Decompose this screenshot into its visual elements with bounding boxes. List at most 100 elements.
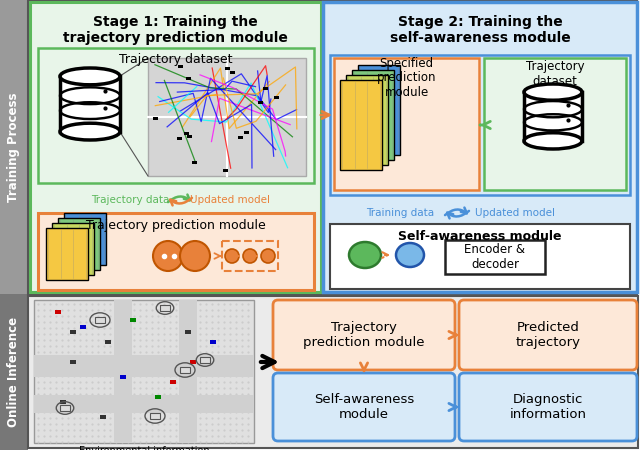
Text: Trajectory
prediction module: Trajectory prediction module xyxy=(303,321,425,349)
Bar xyxy=(154,117,159,120)
Bar xyxy=(352,70,394,160)
Circle shape xyxy=(225,249,239,263)
Bar xyxy=(263,87,268,90)
Bar xyxy=(30,2,321,292)
Text: Stage 2: Training the
self-awareness module: Stage 2: Training the self-awareness mod… xyxy=(390,15,570,45)
Text: Predicted
trajectory: Predicted trajectory xyxy=(515,321,580,349)
FancyBboxPatch shape xyxy=(273,300,455,370)
Text: Diagnostic
information: Diagnostic information xyxy=(509,393,586,421)
Bar xyxy=(170,380,176,384)
Text: Self-awareness
module: Self-awareness module xyxy=(314,393,414,421)
Bar xyxy=(184,132,189,135)
Bar xyxy=(52,223,94,275)
Text: Specified
prediction
module: Specified prediction module xyxy=(377,57,436,99)
Bar xyxy=(28,1,637,294)
Bar xyxy=(100,415,106,419)
Bar xyxy=(120,375,126,379)
Bar xyxy=(484,58,626,190)
Bar xyxy=(70,360,76,364)
Circle shape xyxy=(243,249,257,263)
Text: Trajectory
dataset: Trajectory dataset xyxy=(525,60,584,88)
Bar xyxy=(200,357,210,363)
Bar xyxy=(60,76,120,131)
Bar xyxy=(105,340,111,344)
Text: Trajectory data: Trajectory data xyxy=(91,195,169,205)
Text: Training data: Training data xyxy=(366,208,434,218)
Text: Training Process: Training Process xyxy=(8,92,20,202)
Bar xyxy=(225,67,230,70)
Text: Stage 1: Training the
trajectory prediction module: Stage 1: Training the trajectory predict… xyxy=(63,15,288,45)
Bar xyxy=(192,161,197,164)
Ellipse shape xyxy=(60,123,120,140)
Text: Trajectory dataset: Trajectory dataset xyxy=(119,54,233,67)
Bar xyxy=(55,310,61,314)
Bar xyxy=(179,66,184,68)
Bar xyxy=(238,135,243,139)
Bar xyxy=(34,395,254,413)
Bar xyxy=(0,294,28,450)
Bar xyxy=(346,75,388,165)
Bar xyxy=(210,340,216,344)
Bar xyxy=(160,305,170,311)
Bar xyxy=(187,135,191,138)
Bar xyxy=(58,218,100,270)
FancyBboxPatch shape xyxy=(459,300,637,370)
Bar xyxy=(60,400,66,404)
FancyBboxPatch shape xyxy=(273,373,455,441)
Ellipse shape xyxy=(524,133,582,149)
Circle shape xyxy=(180,241,210,271)
Ellipse shape xyxy=(349,242,381,268)
Bar xyxy=(223,169,228,172)
Bar xyxy=(186,77,191,80)
Bar xyxy=(222,241,278,271)
Ellipse shape xyxy=(396,243,424,267)
Bar xyxy=(148,58,306,176)
Bar xyxy=(38,213,314,290)
Bar xyxy=(258,101,263,104)
Bar xyxy=(28,296,638,448)
Ellipse shape xyxy=(60,68,120,85)
Bar xyxy=(330,224,630,289)
Bar xyxy=(177,137,182,140)
Bar xyxy=(80,325,86,329)
Bar xyxy=(114,300,132,443)
Bar xyxy=(38,48,314,183)
Text: Trajectory prediction module: Trajectory prediction module xyxy=(86,220,266,233)
Bar xyxy=(445,240,545,274)
Bar xyxy=(274,96,279,99)
Circle shape xyxy=(153,241,183,271)
Bar xyxy=(190,360,196,364)
Bar xyxy=(70,330,76,334)
Circle shape xyxy=(261,249,275,263)
Bar xyxy=(0,0,28,294)
Bar xyxy=(64,213,106,265)
Ellipse shape xyxy=(524,84,582,100)
Bar xyxy=(358,65,400,155)
Bar xyxy=(179,300,197,443)
Bar xyxy=(230,71,235,74)
FancyBboxPatch shape xyxy=(459,373,637,441)
Text: Updated model: Updated model xyxy=(475,208,555,218)
Bar xyxy=(323,2,637,292)
Bar xyxy=(130,318,136,322)
Text: Online Inference: Online Inference xyxy=(8,317,20,427)
Text: Encoder &
decoder: Encoder & decoder xyxy=(465,243,525,271)
Bar xyxy=(334,58,479,190)
Text: Self-awareness module: Self-awareness module xyxy=(398,230,562,243)
Bar xyxy=(95,317,105,323)
Bar xyxy=(330,55,630,195)
Bar xyxy=(46,228,88,280)
Bar xyxy=(60,405,70,411)
Bar xyxy=(34,355,254,377)
Bar xyxy=(160,305,166,309)
Bar xyxy=(34,300,254,443)
Bar xyxy=(180,367,190,373)
Bar xyxy=(524,92,582,141)
Bar xyxy=(185,330,191,334)
Bar xyxy=(150,413,160,419)
Text: Environmental information: Environmental information xyxy=(79,446,209,450)
Bar xyxy=(340,80,382,170)
Bar xyxy=(244,130,249,134)
Text: Updated model: Updated model xyxy=(190,195,270,205)
Bar xyxy=(155,395,161,399)
